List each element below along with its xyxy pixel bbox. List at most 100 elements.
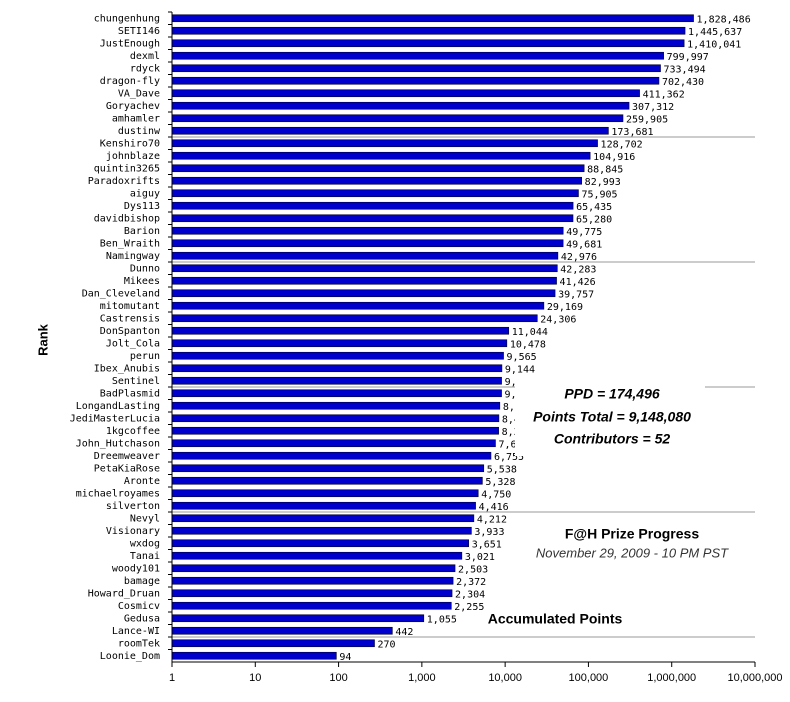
value-label: 94 — [339, 652, 351, 663]
value-label: 442 — [395, 627, 413, 638]
x-tick-label: 10,000,000 — [727, 672, 782, 684]
value-label: 1,055 — [427, 614, 457, 625]
y-tick-label: Sentinel — [112, 376, 160, 387]
bar — [171, 264, 558, 273]
y-tick-label: Ibex_Anubis — [94, 363, 160, 374]
y-tick-label: 1kgcoffee — [106, 426, 160, 437]
y-tick-label: DonSpanton — [100, 326, 160, 337]
value-label: 49,775 — [566, 227, 602, 238]
y-tick-label: SETI146 — [118, 26, 160, 37]
bar — [171, 51, 664, 60]
value-label: 259,905 — [626, 114, 668, 125]
value-label: 3,651 — [472, 539, 502, 550]
bar — [171, 89, 640, 98]
value-label: 24,306 — [540, 314, 576, 325]
y-tick-label: John_Hutchason — [76, 438, 160, 449]
bar — [171, 14, 694, 23]
value-label: 702,430 — [662, 77, 704, 88]
value-label: 2,255 — [454, 602, 484, 613]
bar — [171, 401, 501, 410]
y-tick-label: Jolt_Cola — [106, 338, 160, 349]
bar — [171, 489, 479, 498]
y-tick-label: roomTek — [118, 638, 160, 649]
value-label: 270 — [377, 639, 395, 650]
y-tick-label: Goryachev — [106, 101, 160, 112]
bar — [171, 614, 425, 623]
value-label: 3,021 — [465, 552, 495, 563]
bar — [171, 251, 559, 260]
chart-subtitle: November 29, 2009 - 10 PM PST — [536, 545, 729, 560]
x-tick-label: 100 — [329, 672, 347, 684]
bar — [171, 601, 452, 610]
y-tick-label: davidbishop — [94, 213, 160, 224]
value-label: 128,702 — [601, 139, 643, 150]
value-label: 3,933 — [474, 527, 504, 538]
y-tick-label: LongandLasting — [76, 401, 160, 412]
value-label: 11,044 — [512, 327, 548, 338]
value-label: 29,169 — [547, 302, 583, 313]
bar — [171, 276, 557, 285]
bar — [171, 76, 660, 85]
bar — [171, 339, 508, 348]
bar — [171, 326, 510, 335]
y-tick-label: dexml — [130, 51, 160, 62]
bar — [171, 239, 564, 248]
x-tick-label: 100,000 — [569, 672, 609, 684]
value-label: 173,681 — [611, 127, 653, 138]
value-label: 49,681 — [566, 239, 602, 250]
value-label: 75,905 — [581, 189, 617, 200]
y-tick-label: rdyck — [130, 63, 160, 74]
y-tick-label: Castrensis — [100, 313, 160, 324]
bar — [171, 414, 500, 423]
y-tick-label: Kenshiro70 — [100, 138, 160, 149]
bar — [171, 626, 393, 635]
bar — [171, 39, 685, 48]
y-tick-label: Dys113 — [124, 201, 160, 212]
annotation: PPD = 174,496 — [564, 386, 660, 402]
value-label: 104,916 — [593, 152, 635, 163]
value-label: 65,280 — [576, 214, 612, 225]
bar — [171, 539, 469, 548]
y-tick-label: Dan_Cleveland — [82, 288, 160, 299]
bar — [171, 26, 686, 35]
bar — [171, 114, 624, 123]
y-tick-label: quintin3265 — [94, 163, 160, 174]
bar — [171, 439, 496, 448]
y-tick-label: Ben_Wraith — [100, 238, 160, 249]
value-label: 9,144 — [505, 364, 535, 375]
value-label: 4,416 — [479, 502, 509, 513]
chart-title: F@H Prize Progress — [565, 526, 699, 542]
value-label: 2,304 — [455, 589, 485, 600]
bar — [171, 451, 492, 460]
x-axis-label: Accumulated Points — [488, 611, 623, 627]
value-label: 2,372 — [456, 577, 486, 588]
bar — [171, 164, 585, 173]
y-tick-label: Tanai — [130, 551, 160, 562]
value-label: 1,410,041 — [687, 39, 741, 50]
y-tick-label: JediMasterLucia — [70, 413, 160, 424]
value-label: 4,750 — [481, 489, 511, 500]
bar — [171, 389, 502, 398]
bar — [171, 64, 661, 73]
x-tick-label: 1,000,000 — [647, 672, 696, 684]
y-tick-label: Cosmicv — [118, 601, 160, 612]
y-tick-label: aiguy — [130, 188, 160, 199]
y-tick-label: amhamler — [112, 113, 160, 124]
bar — [171, 301, 545, 310]
y-tick-label: woody101 — [112, 563, 160, 574]
y-tick-label: Visionary — [106, 526, 160, 537]
value-label: 42,976 — [561, 252, 597, 263]
bar — [171, 126, 609, 135]
value-label: 10,478 — [510, 339, 546, 350]
value-label: 42,283 — [560, 264, 596, 275]
value-label: 411,362 — [643, 89, 685, 100]
bar — [171, 151, 591, 160]
value-label: 2,503 — [458, 564, 488, 575]
y-tick-label: JustEnough — [100, 38, 160, 49]
annotation: Contributors = 52 — [554, 431, 671, 447]
value-label: 6,755 — [494, 452, 524, 463]
bar — [171, 501, 476, 510]
y-tick-label: Mikees — [124, 276, 160, 287]
y-tick-label: bamage — [124, 576, 160, 587]
